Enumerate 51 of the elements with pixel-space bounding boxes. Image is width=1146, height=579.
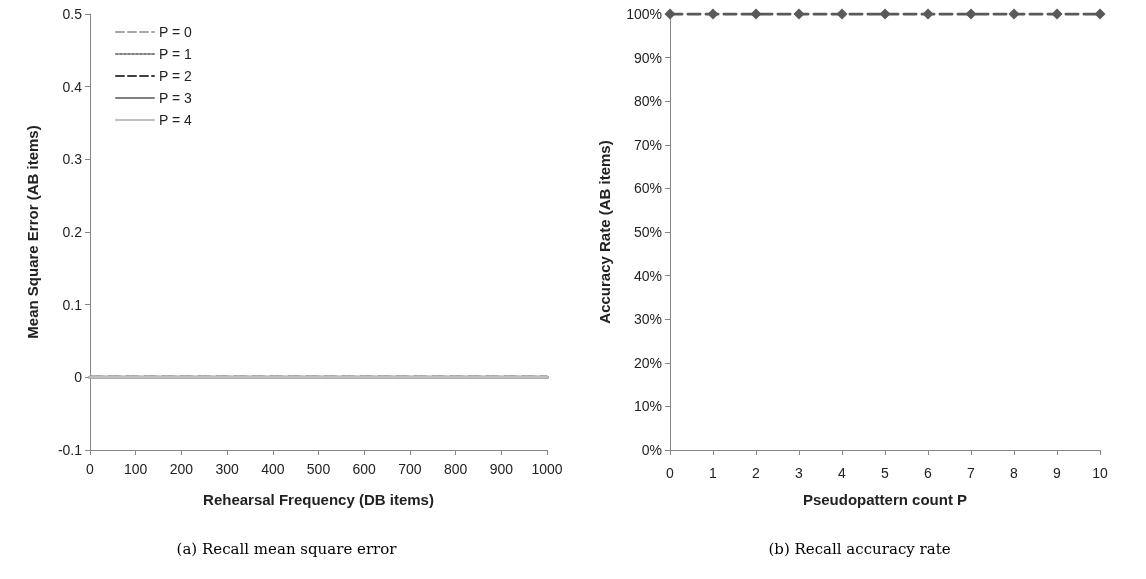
y-tick-label: -0.1 (57, 442, 83, 458)
y-tick-label: 50% (633, 224, 662, 240)
x-tick-label: 800 (443, 461, 468, 477)
y-tick-label: 100% (626, 6, 662, 22)
x-tick-label: 7 (967, 465, 976, 481)
legend-label: P = 4 (159, 112, 193, 128)
x-tick-label: 600 (352, 461, 377, 477)
x-tick-label: 1 (709, 465, 718, 481)
legend-label: P = 3 (159, 90, 193, 106)
x-tick-label: 8 (1010, 465, 1019, 481)
legend-label: P = 2 (159, 68, 193, 84)
x-tick-label: 5 (881, 465, 890, 481)
y-tick-label: 0.3 (62, 151, 83, 168)
x-axis-title: Rehearsal Frequency (DB items) (203, 491, 434, 508)
y-tick-label: 90% (633, 49, 662, 66)
x-tick-label: 300 (215, 461, 239, 477)
x-tick-label: 700 (398, 461, 422, 477)
x-axis-title: Pseudopattern count P (802, 491, 968, 508)
y-tick-label: 40% (633, 267, 662, 284)
y-tick-label: 70% (633, 136, 662, 153)
x-tick-label: 500 (306, 461, 331, 477)
y-tick-label: 0% (641, 442, 662, 458)
text: (b) Recall accuracy rate (767, 540, 952, 558)
x-tick-label: 0 (86, 461, 95, 477)
x-tick-label: 100 (124, 461, 148, 477)
x-tick-label: 2 (752, 465, 761, 481)
x-tick-label: 10 (1092, 465, 1108, 481)
y-tick-label: 30% (633, 311, 662, 328)
legend-label: P = 1 (159, 46, 193, 62)
x-tick-label: 6 (924, 465, 933, 481)
y-tick-label: 20% (633, 354, 662, 371)
y-tick-label: 0.2 (62, 224, 83, 240)
y-axis-title: Mean Square Error (AB items) (24, 125, 41, 339)
y-tick-label: 0 (74, 369, 83, 386)
x-tick-label: 1000 (531, 461, 563, 477)
y-tick-label: 0.4 (62, 78, 83, 95)
legend-label: P = 0 (159, 24, 193, 40)
y-tick-label: 10% (633, 398, 662, 415)
x-tick-label: 4 (838, 465, 847, 481)
x-tick-label: 3 (795, 465, 804, 481)
x-tick-label: 200 (169, 461, 194, 477)
text: (a) Recall mean square error (175, 540, 398, 558)
y-tick-label: 80% (633, 93, 662, 110)
x-tick-label: 400 (261, 461, 285, 477)
x-tick-label: 900 (489, 461, 514, 477)
x-tick-label: 0 (666, 465, 675, 481)
x-tick-label: 9 (1053, 465, 1062, 481)
y-tick-label: 60% (633, 180, 662, 197)
y-tick-label: 0.1 (62, 296, 83, 313)
y-axis-title: Accuracy Rate (AB items) (596, 140, 613, 324)
y-tick-label: 0.5 (62, 6, 83, 22)
